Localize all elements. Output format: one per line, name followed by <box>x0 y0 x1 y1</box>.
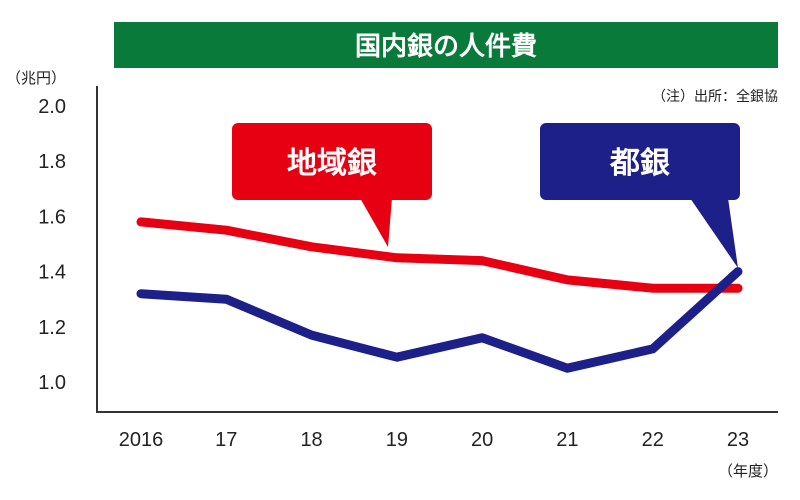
source-note: （注）出所：全銀協 <box>652 88 778 105</box>
series-lines <box>136 217 743 373</box>
callout-city-banks: 都銀 <box>540 123 740 268</box>
series-line-city-banks <box>136 267 743 373</box>
x-tick-label: 18 <box>300 429 322 451</box>
title-banner <box>114 22 778 68</box>
x-tick-label: 22 <box>642 429 664 451</box>
y-tick-label: 1.4 <box>38 262 66 284</box>
callout-city-box <box>540 123 740 200</box>
y-tick-label: 1.2 <box>38 317 66 339</box>
y-tick-label: 1.0 <box>38 372 66 394</box>
callout-regional-pointer <box>360 198 392 247</box>
y-tick-label: 1.6 <box>38 206 66 228</box>
x-tick-label: 20 <box>471 429 493 451</box>
x-axis-unit: （年度） <box>718 462 778 480</box>
y-tick-label: 1.8 <box>38 151 66 173</box>
callout-city-pointer <box>690 198 738 268</box>
callout-regional-label: 地域銀 <box>287 146 377 181</box>
y-tick-label: 2.0 <box>38 96 66 118</box>
chart-title: 国内銀の人件費 <box>355 32 537 62</box>
series-line-regional-banks <box>136 217 743 293</box>
x-tick-labels: 2016 17 18 19 20 21 22 23 <box>119 429 749 451</box>
callout-city-label: 都銀 <box>609 146 670 181</box>
x-tick-label: 19 <box>386 429 408 451</box>
y-axis-unit: （兆円） <box>6 69 66 87</box>
x-tick-label: 21 <box>556 429 578 451</box>
callout-regional-banks: 地域銀 <box>232 123 432 247</box>
x-tick-label: 23 <box>727 429 749 451</box>
x-tick-label: 2016 <box>119 429 164 451</box>
y-tick-labels: 1.0 1.2 1.4 1.6 1.8 2.0 <box>38 96 66 394</box>
x-tick-label: 17 <box>215 429 237 451</box>
callout-regional-box <box>232 123 432 200</box>
